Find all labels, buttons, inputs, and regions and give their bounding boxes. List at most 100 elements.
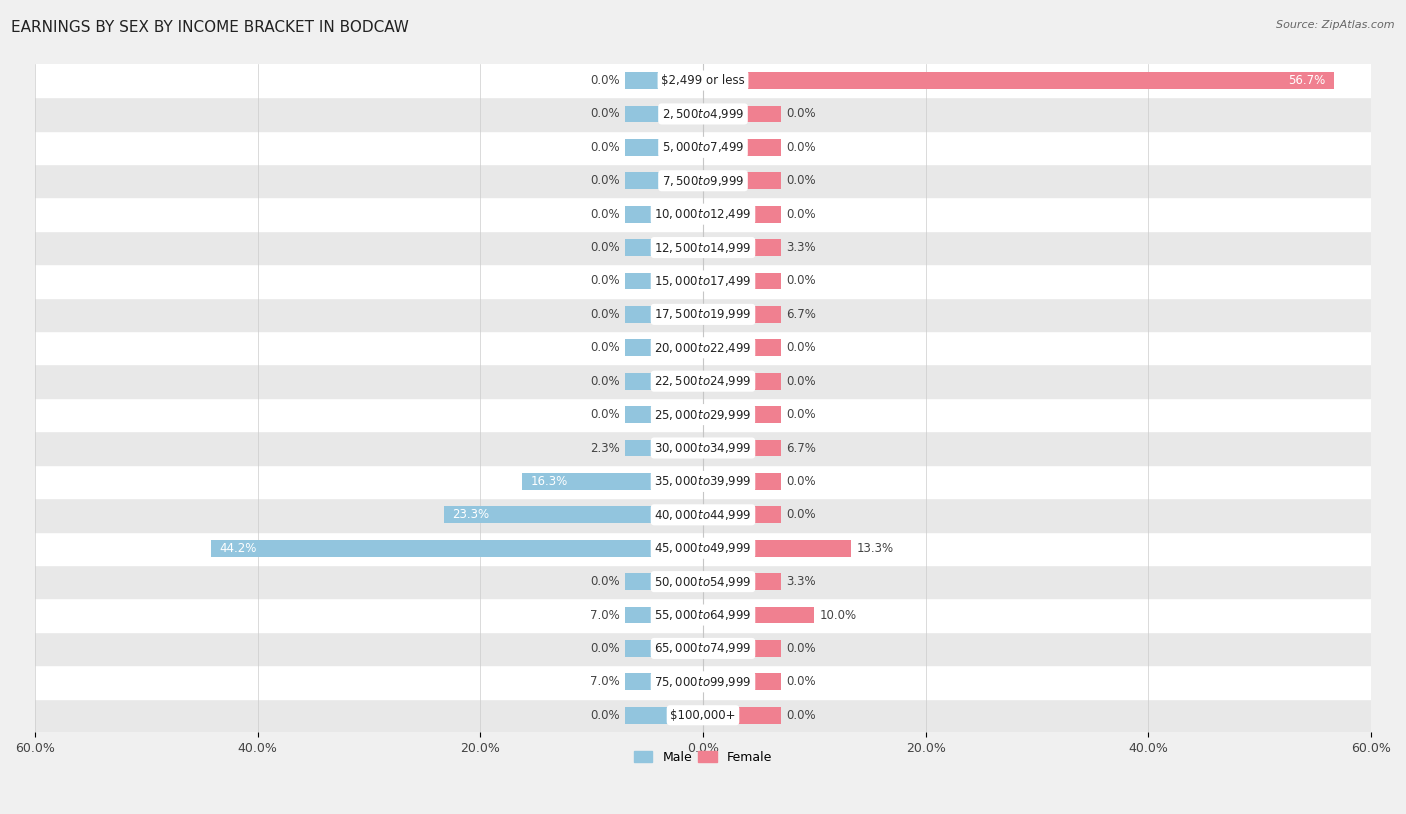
Text: $2,500 to $4,999: $2,500 to $4,999 — [662, 107, 744, 121]
Bar — [35, 331, 1371, 365]
Bar — [626, 440, 703, 457]
Text: 7.0%: 7.0% — [589, 676, 620, 689]
Bar — [35, 231, 1371, 265]
Bar — [35, 298, 1371, 331]
Bar — [626, 373, 703, 390]
Text: 0.0%: 0.0% — [591, 341, 620, 354]
Text: $12,500 to $14,999: $12,500 to $14,999 — [654, 241, 752, 255]
Text: $45,000 to $49,999: $45,000 to $49,999 — [654, 541, 752, 555]
Text: $100,000+: $100,000+ — [671, 709, 735, 722]
Text: 0.0%: 0.0% — [786, 107, 815, 120]
Bar — [703, 640, 780, 657]
Bar — [703, 573, 780, 590]
Bar — [626, 72, 703, 89]
Text: 0.0%: 0.0% — [786, 174, 815, 187]
Bar — [35, 498, 1371, 532]
Text: 6.7%: 6.7% — [786, 308, 817, 321]
Text: 3.3%: 3.3% — [786, 575, 815, 589]
Text: $17,500 to $19,999: $17,500 to $19,999 — [654, 308, 752, 322]
Text: EARNINGS BY SEX BY INCOME BRACKET IN BODCAW: EARNINGS BY SEX BY INCOME BRACKET IN BOD… — [11, 20, 409, 35]
Text: $30,000 to $34,999: $30,000 to $34,999 — [654, 441, 752, 455]
Text: 3.3%: 3.3% — [786, 241, 815, 254]
Bar — [626, 273, 703, 289]
Text: 0.0%: 0.0% — [591, 575, 620, 589]
Text: 0.0%: 0.0% — [591, 642, 620, 655]
Bar — [35, 598, 1371, 632]
Bar — [35, 698, 1371, 732]
Bar — [626, 406, 703, 423]
Bar — [626, 139, 703, 155]
Text: 0.0%: 0.0% — [786, 642, 815, 655]
Text: $5,000 to $7,499: $5,000 to $7,499 — [662, 140, 744, 155]
Text: 0.0%: 0.0% — [591, 208, 620, 221]
Bar — [626, 306, 703, 322]
Text: $10,000 to $12,499: $10,000 to $12,499 — [654, 208, 752, 221]
Text: $22,500 to $24,999: $22,500 to $24,999 — [654, 374, 752, 388]
Bar — [703, 273, 780, 289]
Text: 0.0%: 0.0% — [591, 374, 620, 387]
Bar — [35, 532, 1371, 565]
Text: 0.0%: 0.0% — [786, 374, 815, 387]
Bar — [35, 63, 1371, 97]
Text: 0.0%: 0.0% — [591, 709, 620, 722]
Bar — [35, 431, 1371, 465]
Text: 0.0%: 0.0% — [591, 107, 620, 120]
Bar — [703, 540, 851, 557]
Text: 0.0%: 0.0% — [591, 408, 620, 421]
Bar — [626, 106, 703, 122]
Text: $65,000 to $74,999: $65,000 to $74,999 — [654, 641, 752, 655]
Bar — [35, 265, 1371, 298]
Bar — [35, 632, 1371, 665]
Bar — [703, 406, 780, 423]
Bar — [35, 398, 1371, 431]
Text: $75,000 to $99,999: $75,000 to $99,999 — [654, 675, 752, 689]
Legend: Male, Female: Male, Female — [628, 746, 778, 769]
Text: 44.2%: 44.2% — [219, 542, 257, 554]
Text: 0.0%: 0.0% — [591, 141, 620, 154]
Text: 0.0%: 0.0% — [786, 408, 815, 421]
Bar — [703, 606, 814, 624]
Bar — [703, 72, 1334, 89]
Text: $25,000 to $29,999: $25,000 to $29,999 — [654, 408, 752, 422]
Bar — [703, 306, 780, 322]
Text: $55,000 to $64,999: $55,000 to $64,999 — [654, 608, 752, 622]
Bar — [211, 540, 703, 557]
Text: $40,000 to $44,999: $40,000 to $44,999 — [654, 508, 752, 522]
Bar — [626, 640, 703, 657]
Text: $7,500 to $9,999: $7,500 to $9,999 — [662, 173, 744, 188]
Text: $15,000 to $17,499: $15,000 to $17,499 — [654, 274, 752, 288]
Bar — [35, 665, 1371, 698]
Bar — [443, 506, 703, 523]
Text: 0.0%: 0.0% — [591, 274, 620, 287]
Bar — [703, 440, 780, 457]
Text: $20,000 to $22,499: $20,000 to $22,499 — [654, 341, 752, 355]
Text: $2,499 or less: $2,499 or less — [661, 74, 745, 87]
Bar — [35, 97, 1371, 131]
Text: 0.0%: 0.0% — [786, 508, 815, 521]
Text: 56.7%: 56.7% — [1288, 74, 1326, 87]
Bar — [35, 365, 1371, 398]
Bar — [626, 573, 703, 590]
Bar — [626, 173, 703, 189]
Text: 0.0%: 0.0% — [786, 208, 815, 221]
Text: Source: ZipAtlas.com: Source: ZipAtlas.com — [1277, 20, 1395, 30]
Bar — [703, 139, 780, 155]
Bar — [522, 473, 703, 490]
Bar — [626, 606, 703, 624]
Text: 0.0%: 0.0% — [591, 308, 620, 321]
Bar — [35, 465, 1371, 498]
Bar — [35, 565, 1371, 598]
Bar — [703, 473, 780, 490]
Text: 6.7%: 6.7% — [786, 441, 817, 454]
Text: 0.0%: 0.0% — [786, 341, 815, 354]
Bar — [703, 173, 780, 189]
Bar — [35, 198, 1371, 231]
Text: 0.0%: 0.0% — [591, 174, 620, 187]
Bar — [626, 673, 703, 690]
Bar — [703, 339, 780, 357]
Text: 7.0%: 7.0% — [589, 609, 620, 622]
Bar — [703, 106, 780, 122]
Bar — [703, 373, 780, 390]
Text: 0.0%: 0.0% — [591, 74, 620, 87]
Text: 0.0%: 0.0% — [786, 141, 815, 154]
